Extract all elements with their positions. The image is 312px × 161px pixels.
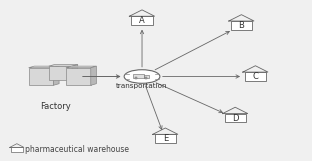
Bar — [131, 16, 153, 25]
Text: B: B — [238, 21, 244, 30]
Bar — [225, 114, 246, 122]
Bar — [144, 77, 147, 79]
Text: A: A — [139, 16, 145, 25]
Text: D: D — [232, 114, 238, 123]
Polygon shape — [49, 65, 78, 66]
Text: E: E — [163, 134, 168, 143]
Text: pharmaceutical warehouse: pharmaceutical warehouse — [25, 145, 129, 154]
Bar — [144, 75, 149, 78]
Text: transportation: transportation — [116, 83, 168, 89]
Bar — [134, 74, 144, 78]
Polygon shape — [72, 65, 78, 80]
Polygon shape — [66, 66, 96, 68]
Bar — [66, 68, 91, 85]
Polygon shape — [29, 66, 59, 68]
Text: Factory: Factory — [40, 102, 71, 111]
Bar — [49, 66, 72, 80]
Bar — [155, 134, 176, 143]
Bar — [11, 147, 23, 152]
Text: C: C — [252, 72, 258, 81]
Polygon shape — [53, 66, 59, 85]
Bar — [29, 68, 53, 85]
Polygon shape — [91, 66, 96, 85]
Bar — [245, 72, 266, 81]
Bar — [231, 21, 252, 30]
Bar — [135, 77, 137, 79]
Ellipse shape — [124, 70, 160, 83]
